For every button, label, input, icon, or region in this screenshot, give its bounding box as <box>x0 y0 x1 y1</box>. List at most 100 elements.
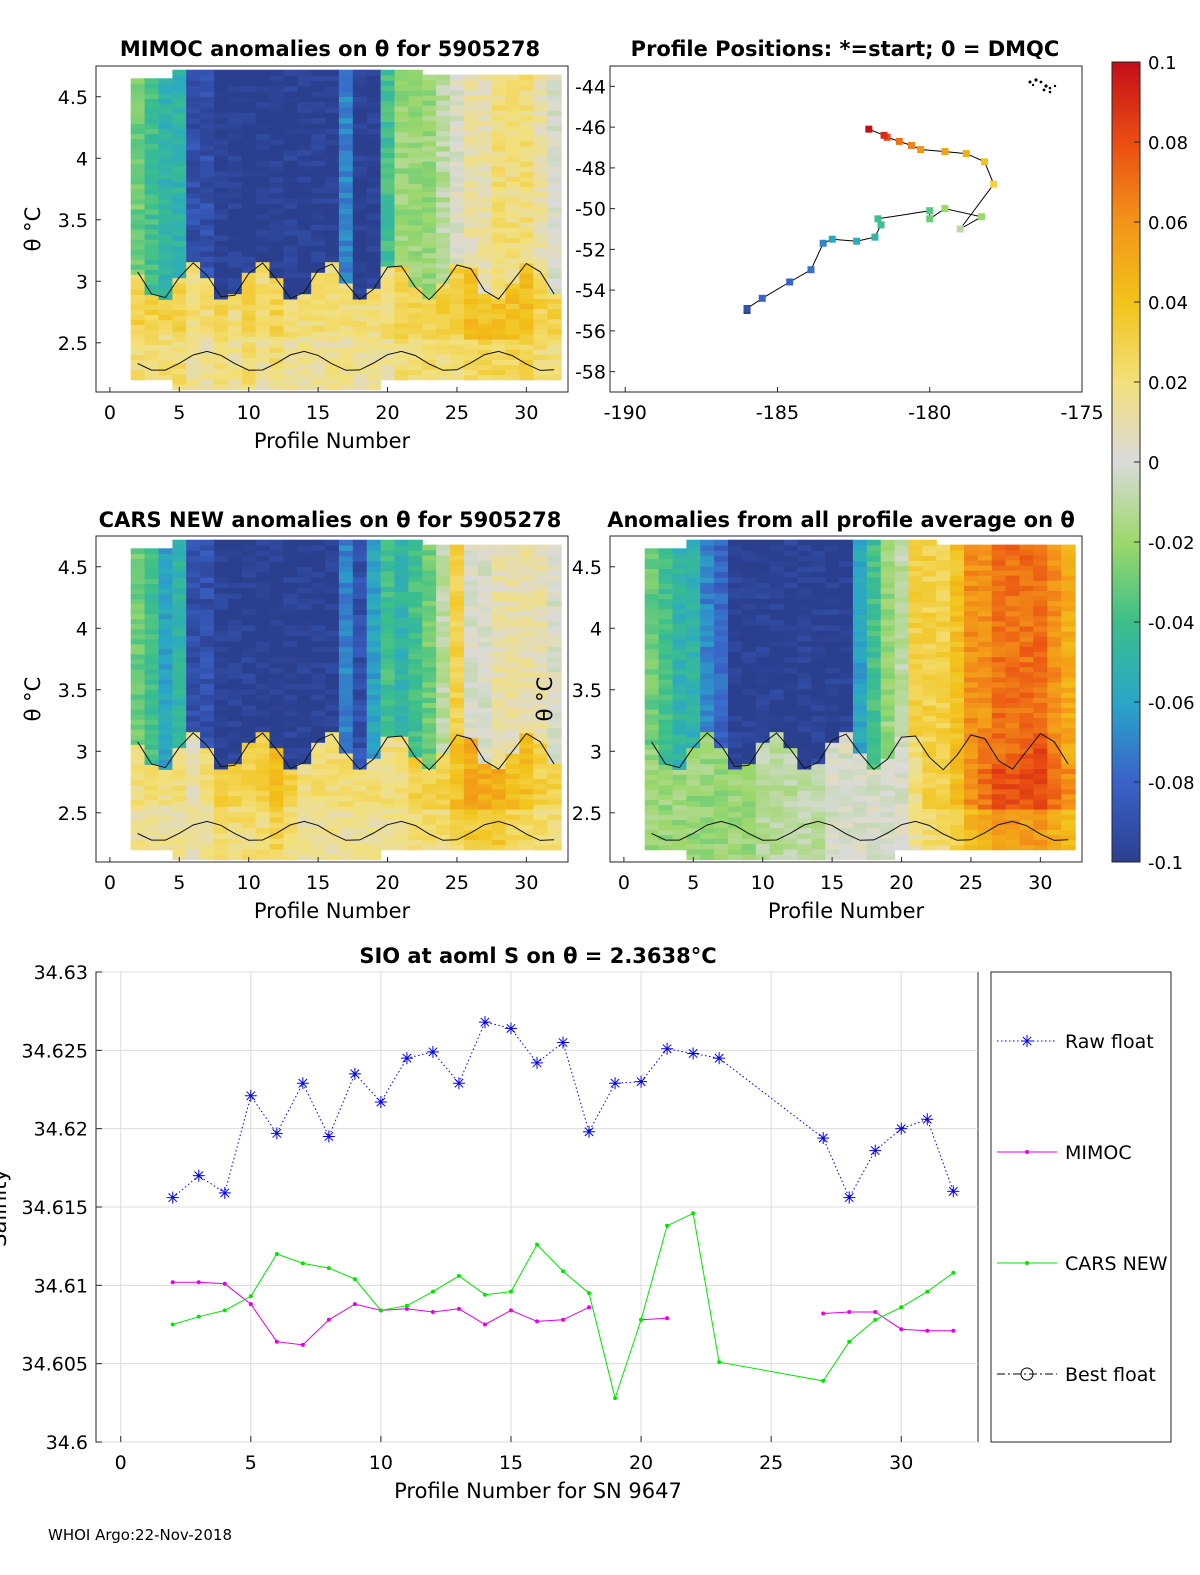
heatmap-cell <box>241 742 257 749</box>
heatmap-cell <box>686 689 701 695</box>
heatmap-cell <box>741 550 757 557</box>
heatmap-cell <box>269 662 284 669</box>
heatmap-cell <box>422 217 437 223</box>
positions-axes-box <box>609 65 1083 393</box>
heatmap-cell <box>505 74 520 81</box>
heatmap-cell <box>325 699 340 706</box>
heatmap-cell <box>269 779 284 786</box>
heatmap-cell <box>297 208 312 215</box>
x-tick-label: 30 <box>514 872 538 894</box>
heatmap-cell <box>255 795 271 802</box>
heatmap-cell <box>338 149 354 156</box>
heatmap-cell <box>880 678 896 685</box>
heatmap-cell <box>200 341 215 348</box>
heatmap-cell <box>533 575 548 581</box>
heatmap-cell <box>227 694 243 701</box>
heatmap-cell <box>422 206 437 213</box>
heatmap-cell <box>825 742 840 749</box>
heatmap-cell <box>741 747 757 754</box>
heatmap-cell <box>477 181 493 188</box>
heatmap-cell <box>797 800 812 807</box>
y-tick-label: 3.5 <box>58 680 88 702</box>
heatmap-cell <box>714 545 729 551</box>
heatmap-cell <box>338 266 354 273</box>
heatmap-cell <box>547 272 562 279</box>
heatmap-cell <box>728 646 743 653</box>
heatmap-cell <box>241 101 257 108</box>
heatmap-cell <box>325 219 340 225</box>
heatmap-cell <box>825 555 840 562</box>
heatmap-cell <box>214 838 229 845</box>
heatmap-cell <box>297 309 312 316</box>
heatmap-cell <box>463 303 479 310</box>
heatmap-cell <box>505 369 520 376</box>
heatmap-cell <box>880 747 896 754</box>
heatmap-cell <box>797 843 812 850</box>
heatmap-cell <box>311 128 326 135</box>
heatmap-cell <box>144 588 160 595</box>
heatmap-cell <box>325 630 340 637</box>
heatmap-cell <box>852 736 868 743</box>
heatmap-cell <box>408 813 423 820</box>
heatmap-cell <box>880 710 896 717</box>
heatmap-cell <box>880 854 896 861</box>
heatmap-cell <box>644 829 660 836</box>
heatmap-cell <box>130 354 146 361</box>
heatmap-cell <box>144 289 160 295</box>
heatmap-cell <box>227 816 243 823</box>
heatmap-cell <box>366 69 382 76</box>
heatmap-cell <box>547 232 562 238</box>
heatmap-cell <box>200 683 215 690</box>
heatmap-cell <box>728 673 743 679</box>
heatmap-cell <box>533 742 548 749</box>
heatmap-cell <box>755 571 771 578</box>
heatmap-cell <box>422 707 437 713</box>
heatmap-cell <box>241 362 257 369</box>
heatmap-cell <box>672 668 687 675</box>
heatmap-cell <box>714 598 729 605</box>
heatmap-cell <box>241 614 257 621</box>
position-marker <box>990 180 998 188</box>
heatmap-cell <box>352 635 368 642</box>
heatmap-cell <box>227 272 243 279</box>
heatmap-cell <box>533 605 548 612</box>
heatmap-cell <box>450 354 465 360</box>
heatmap-cell <box>741 854 757 861</box>
heatmap-cell <box>297 731 312 738</box>
heatmap-cell <box>533 201 548 208</box>
heatmap-cell <box>380 772 396 778</box>
heatmap-cell <box>422 110 437 116</box>
heatmap-cell <box>241 165 257 172</box>
heatmap-cell <box>505 559 520 566</box>
heatmap-cell <box>241 673 257 679</box>
heatmap-cell <box>380 219 396 226</box>
heatmap-cell <box>255 101 271 108</box>
heatmap-cell <box>311 630 326 637</box>
heatmap-cell <box>158 633 173 640</box>
heatmap-cell <box>450 227 465 233</box>
heatmap-cell <box>227 171 243 177</box>
heatmap-cell <box>644 794 660 800</box>
heatmap-cell <box>852 710 868 717</box>
heatmap-cell <box>672 553 687 559</box>
heatmap-cell <box>408 663 423 670</box>
heatmap-cell <box>672 819 687 826</box>
heatmap-cell <box>297 128 312 135</box>
position-marker <box>853 237 861 245</box>
heatmap-cell <box>255 752 271 759</box>
heatmap-cell <box>172 779 187 786</box>
heatmap-cell <box>741 689 757 695</box>
heatmap-cell <box>880 545 896 551</box>
heatmap-cell <box>158 133 173 140</box>
heatmap-cell <box>241 117 257 124</box>
heatmap-cell <box>255 165 271 172</box>
heatmap-cell <box>436 283 451 289</box>
heatmap-cell <box>491 79 507 86</box>
heatmap-cell <box>477 328 493 335</box>
heatmap-cell <box>241 346 257 353</box>
heatmap-cell <box>130 613 146 620</box>
heatmap-cell <box>741 763 757 770</box>
heatmap-cell <box>658 709 674 715</box>
heatmap-cell <box>338 582 354 589</box>
heatmap-cell <box>255 187 271 193</box>
